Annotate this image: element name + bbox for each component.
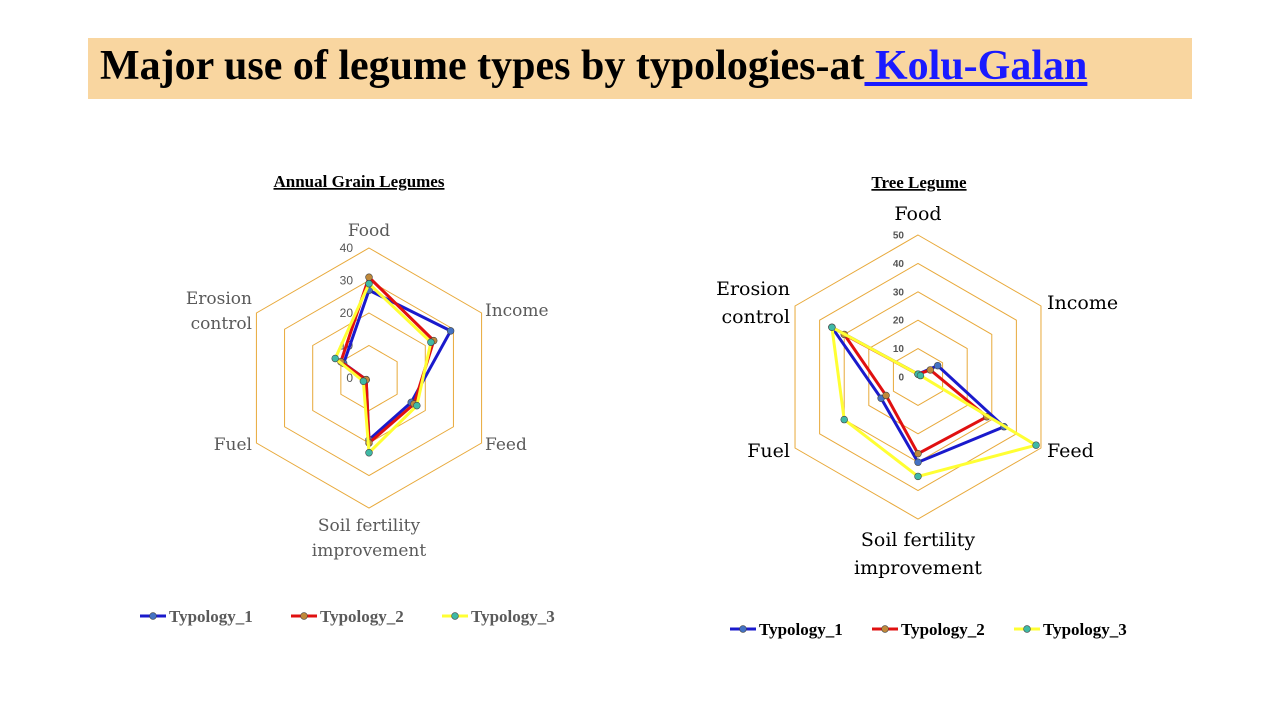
chart1-title: Annual Grain Legumes [274,172,445,191]
chart1-legend-marker-typology-1 [149,612,157,620]
chart2-tick-50: 50 [893,231,905,242]
location-link[interactable]: Kolu-Galan [864,43,1088,89]
chart2-point-typology-2-income [926,366,934,374]
chart2-legend-typology-2: Typology_2 [901,620,985,639]
chart1-tick-20: 20 [340,306,354,320]
chart2-category-erosion-control: Erosion control [716,278,790,328]
chart2-category-food: Food [894,203,941,225]
chart1-grid-ring-4 [255,247,483,509]
chart1-category-income: Income [485,301,549,321]
chart1-point-typology-3-fuel [359,377,368,385]
chart1-legend-typology-1: Typology_1 [169,607,253,626]
chart2-legend-marker-typology-1 [739,625,747,633]
chart1-point-typology-3-food [365,280,373,288]
chart1-point-typology-3-soil-fertility-improvement [365,449,373,457]
chart1-category-food: Food [348,221,390,241]
page-title-text: Major use of legume types by typologies-… [100,43,865,89]
chart2-legend-marker-typology-3 [1023,625,1031,633]
chart2-legend-marker-typology-2 [881,625,889,633]
chart2-point-typology-2-soil-fertility-improvement [914,449,922,458]
chart2-point-typology-1-soil-fertility-improvement [914,458,922,466]
chart2-tick-0: 0 [898,373,904,384]
chart1-category-feed: Feed [485,435,527,455]
chart2-legend-typology-1: Typology_1 [759,620,843,639]
chart2-point-typology-3-fuel [840,415,848,424]
chart1-legend-typology-2: Typology_2 [320,607,404,626]
chart2-legend-typology-3: Typology_3 [1043,620,1127,639]
chart1-point-typology-1-income [446,327,455,335]
chart2-grid-ring-1 [892,348,944,406]
chart2-tick-20: 20 [893,316,905,327]
chart1-point-typology-3-erosion-control [331,354,339,363]
chart1-point-typology-3-feed [413,401,421,410]
chart2-category-income: Income [1047,292,1118,314]
chart2-point-typology-3-income [916,371,925,380]
chart2-category-fuel: Fuel [747,440,790,462]
chart1-category-soil-fertility-improvement: Soil fertility improvement [312,516,427,561]
chart2-category-feed: Feed [1047,440,1094,462]
chart2-tick-40: 40 [893,259,905,270]
chart2-point-typology-3-erosion-control [828,323,836,331]
chart2-title: Tree Legume [871,173,967,192]
chart2-grid-ring-4 [819,262,1017,492]
chart2-point-typology-2-fuel [882,391,890,400]
chart2-tick-30: 30 [893,287,905,298]
chart2-category-soil-fertility-improvement: Soil fertility improvement [854,529,982,579]
chart2-series-typology-1-line [830,325,1006,464]
chart2-point-typology-3-feed [1032,441,1040,449]
chart2-tick-10: 10 [893,344,905,355]
chart1-tick-30: 30 [340,274,354,288]
chart2-grid-ring-5 [794,234,1042,520]
chart2-point-typology-3-soil-fertility-improvement [914,472,922,481]
chart1-legend-marker-typology-3 [451,612,459,620]
chart1-tick-0: 0 [346,371,353,385]
chart1-category-erosion-control: Erosion control [186,289,252,334]
chart1-tick-40: 40 [340,241,354,255]
chart1-legend-typology-3: Typology_3 [471,607,555,626]
chart1-point-typology-3-income [427,338,435,346]
chart1-legend-marker-typology-2 [300,612,308,620]
title-banner: Major use of legume types by typologies-… [88,38,1192,99]
chart1-category-fuel: Fuel [214,435,252,455]
chart2-point-typology-1-income [933,361,942,370]
page-title: Major use of legume types by typologies-… [100,42,1087,90]
